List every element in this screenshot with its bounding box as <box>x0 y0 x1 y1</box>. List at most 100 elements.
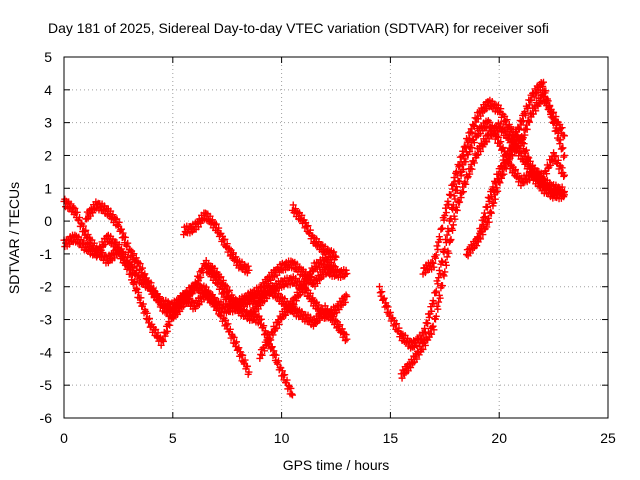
data-point <box>470 159 478 167</box>
data-point <box>384 303 392 311</box>
data-point <box>441 212 449 220</box>
data-point <box>486 194 494 202</box>
data-point <box>546 108 554 116</box>
data-point <box>148 320 156 328</box>
data-point <box>496 179 504 187</box>
data-point <box>459 152 467 160</box>
data-point <box>477 235 485 243</box>
data-point <box>550 118 558 126</box>
data-point <box>505 158 513 166</box>
data-point <box>272 351 280 359</box>
data-point <box>313 304 321 312</box>
data-point <box>526 157 534 165</box>
data-point <box>315 301 323 309</box>
data-point <box>473 242 481 250</box>
data-point <box>515 125 523 133</box>
data-point <box>382 299 390 307</box>
data-point <box>484 214 492 222</box>
axis-ticks <box>63 56 609 419</box>
data-point <box>456 162 464 170</box>
data-point <box>144 315 152 323</box>
data-point <box>90 239 98 247</box>
data-point <box>159 336 167 344</box>
data-point <box>82 226 90 234</box>
data-point <box>452 203 460 211</box>
data-point <box>519 117 527 125</box>
data-point <box>316 275 324 283</box>
series-track-8 <box>288 201 340 264</box>
data-point <box>498 171 506 179</box>
data-point <box>301 283 309 291</box>
data-point <box>558 183 566 191</box>
data-point <box>332 317 340 325</box>
data-point <box>143 309 151 317</box>
data-point <box>527 163 535 171</box>
data-point <box>558 164 566 172</box>
data-point <box>383 302 391 310</box>
data-point <box>491 100 499 108</box>
data-point <box>258 351 266 359</box>
data-point <box>223 240 231 248</box>
data-point <box>475 109 483 117</box>
data-point <box>522 146 530 154</box>
data-point <box>124 254 132 262</box>
y-tick-label: -4 <box>40 344 53 360</box>
data-point <box>543 170 551 178</box>
data-point <box>282 305 290 313</box>
data-point <box>135 289 143 297</box>
data-point <box>484 203 492 211</box>
data-point <box>536 96 544 104</box>
data-point <box>560 151 568 159</box>
data-point <box>304 222 312 230</box>
data-point <box>288 299 296 307</box>
data-point <box>441 268 449 276</box>
y-tick-label: 2 <box>44 147 52 163</box>
data-point <box>187 287 195 295</box>
data-point <box>211 274 219 282</box>
data-point <box>560 171 568 179</box>
y-axis-label: SDTVAR / TECUs <box>6 182 22 294</box>
data-point <box>329 310 337 318</box>
data-point <box>546 161 554 169</box>
data-point <box>490 199 498 207</box>
data-point <box>491 195 499 203</box>
data-point <box>484 194 492 202</box>
data-point <box>429 297 437 305</box>
data-point <box>263 341 271 349</box>
data-point <box>514 169 522 177</box>
data-point <box>118 225 126 233</box>
data-point <box>252 291 260 299</box>
data-point <box>443 253 451 261</box>
data-point <box>84 231 92 239</box>
x-tick-label: 10 <box>274 430 290 446</box>
y-tick-label: -2 <box>40 279 53 295</box>
data-point <box>494 187 502 195</box>
data-point <box>520 152 528 160</box>
data-point <box>424 320 432 328</box>
data-point <box>232 253 240 261</box>
data-point <box>428 330 436 338</box>
data-point <box>520 140 528 148</box>
data-point <box>400 370 408 378</box>
data-point <box>560 132 568 140</box>
data-point <box>429 322 437 330</box>
data-point <box>466 170 474 178</box>
data-point <box>376 283 384 291</box>
data-point <box>437 225 445 233</box>
data-point <box>284 308 292 316</box>
data-point <box>198 298 206 306</box>
data-point <box>512 166 520 174</box>
data-point <box>455 163 463 171</box>
data-point <box>560 172 568 180</box>
data-point <box>449 185 457 193</box>
data-point <box>221 235 229 243</box>
data-point <box>445 249 453 257</box>
data-point <box>544 97 552 105</box>
data-point <box>560 188 568 196</box>
data-point <box>306 226 314 234</box>
data-point <box>311 299 319 307</box>
data-point <box>470 123 478 131</box>
data-point <box>425 313 433 321</box>
data-point <box>438 224 446 232</box>
data-point <box>226 245 234 253</box>
